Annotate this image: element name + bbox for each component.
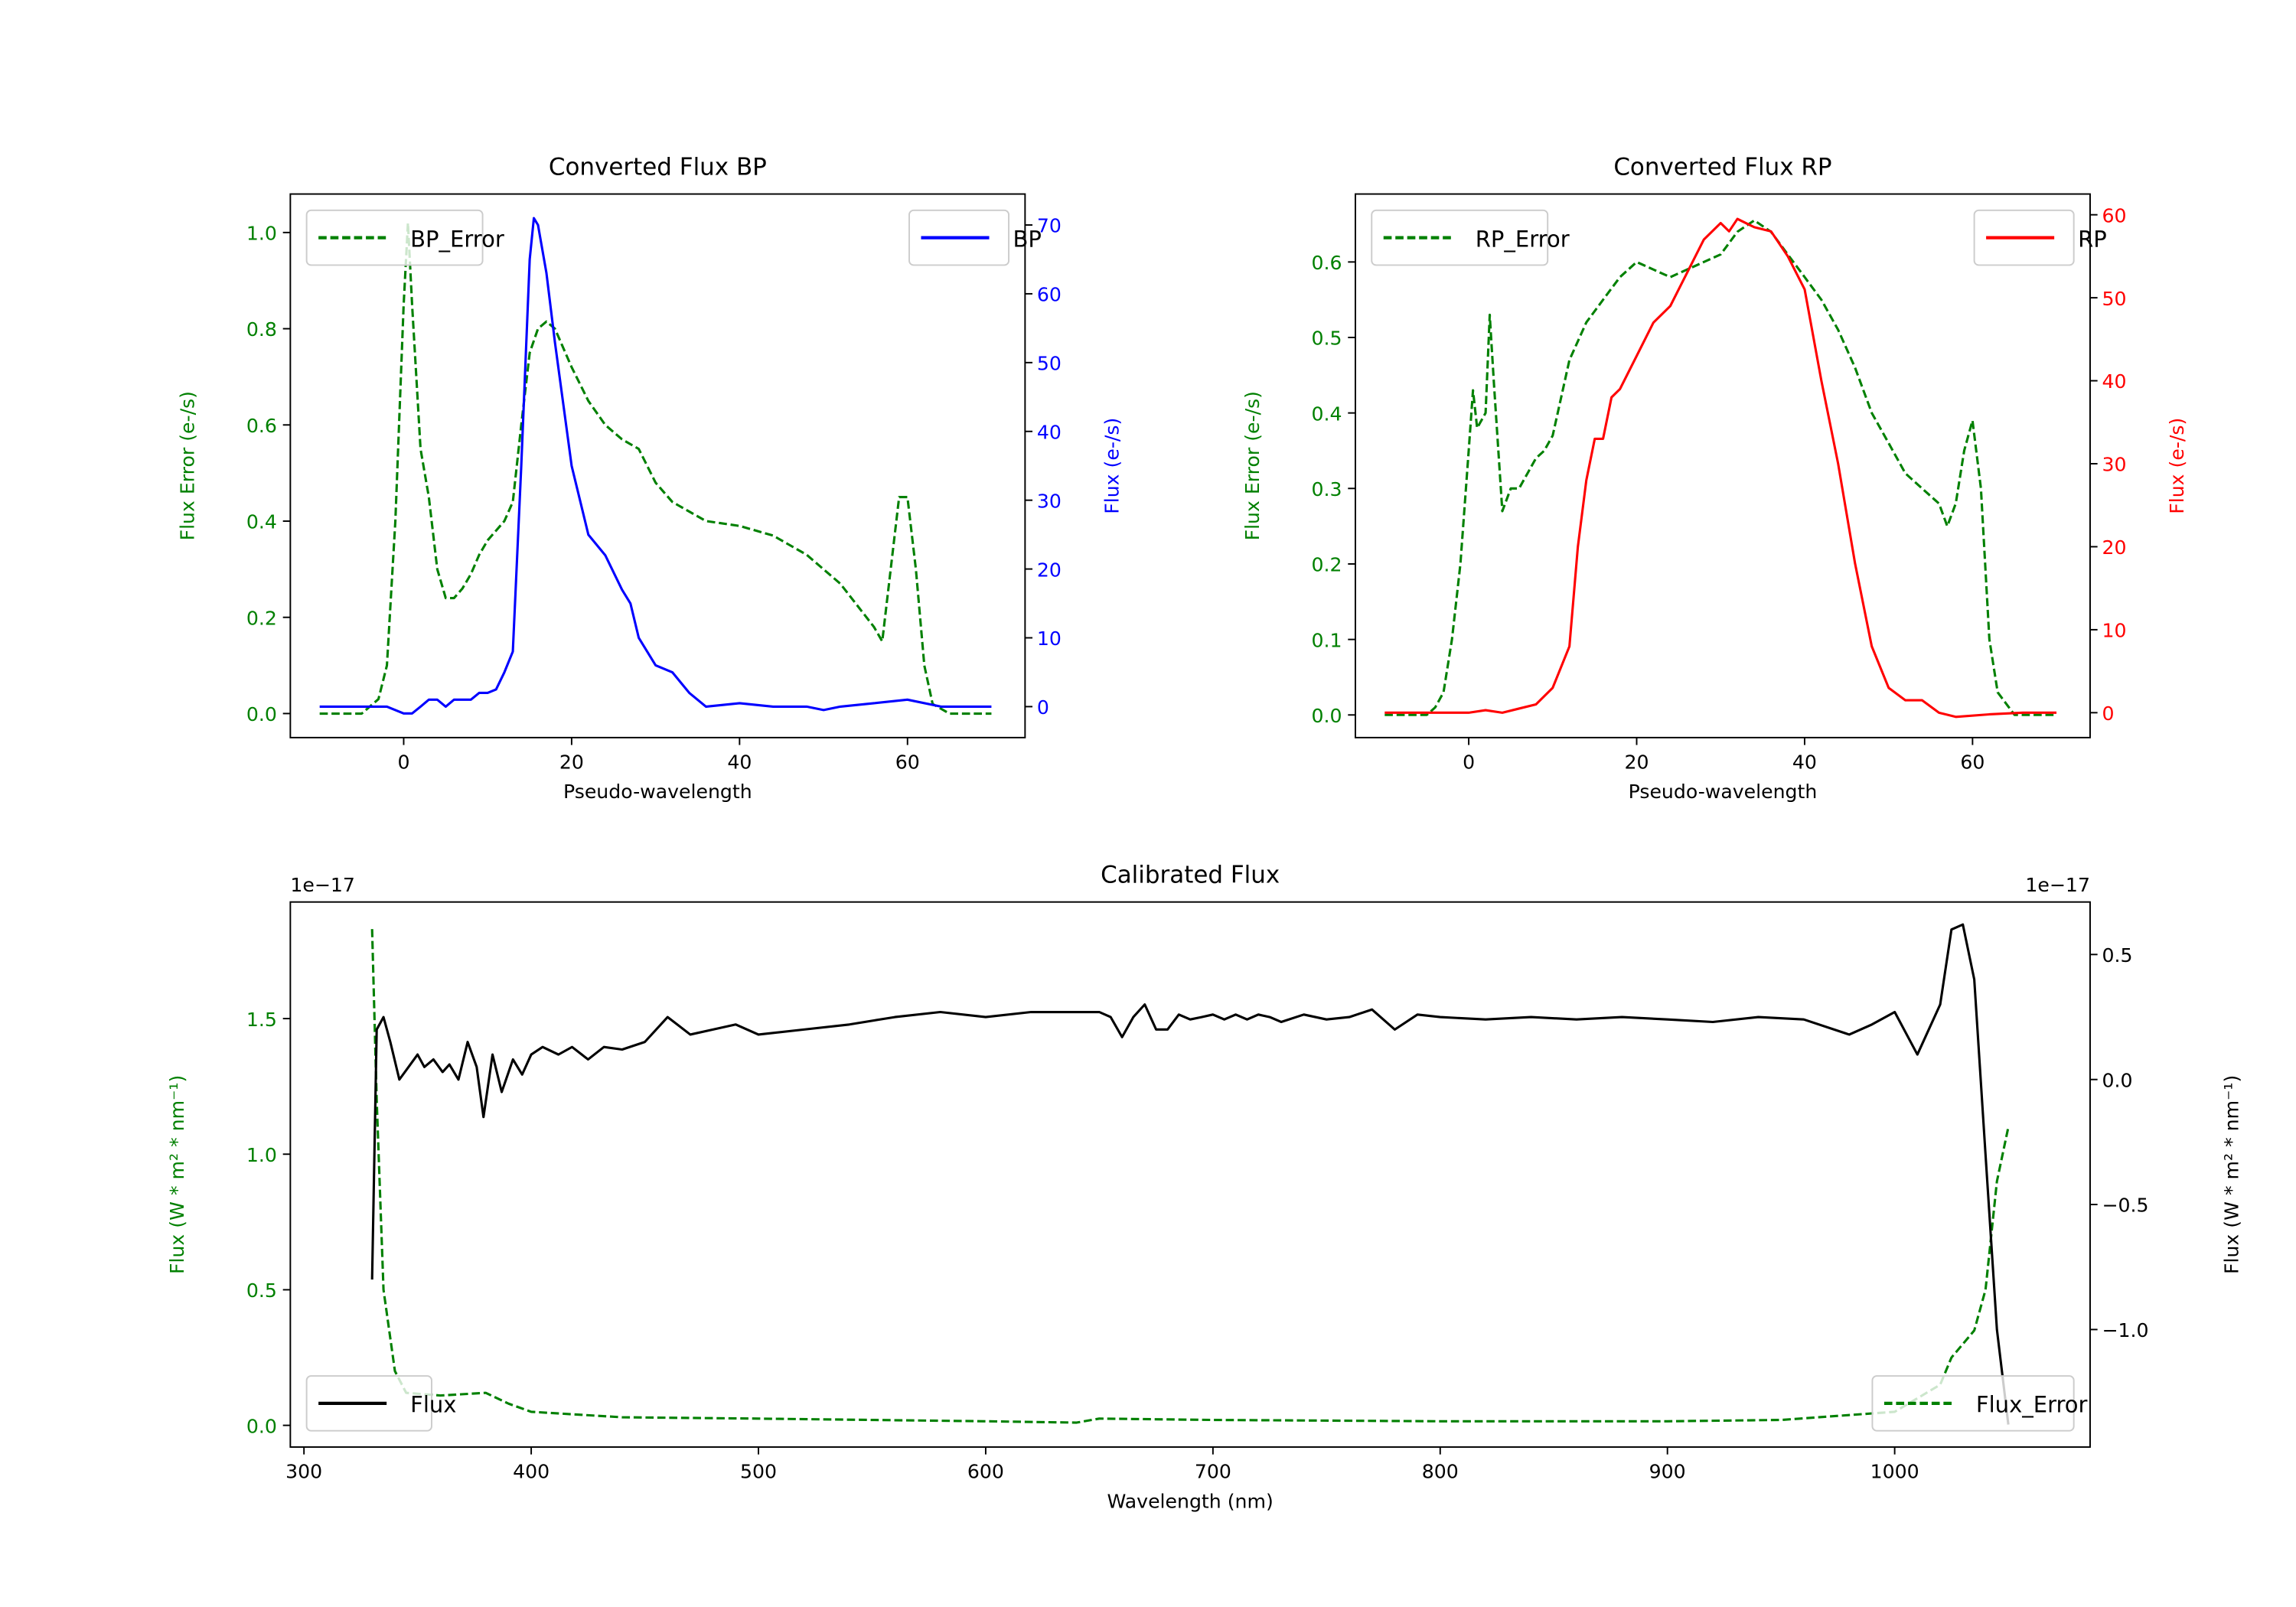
legend-rp-error: RP_Error <box>1371 209 1570 266</box>
legend-flux-error: Flux_Error <box>1871 1375 2088 1432</box>
y-tick-label-right: 40 <box>2102 370 2126 393</box>
x-tick-label: 600 <box>967 1461 1004 1483</box>
x-tick-label: 20 <box>559 751 584 774</box>
legend-bp: BP <box>908 209 1042 266</box>
x-axis-label: Pseudo-wavelength <box>1629 781 1818 803</box>
y-tick-label-left: 0.0 <box>246 703 277 725</box>
y-tick-label-left: 0.6 <box>1312 252 1342 274</box>
y-tick-label-left: 0.4 <box>246 511 277 533</box>
y-tick-label-left: 0.5 <box>1312 328 1342 350</box>
legend-box <box>1871 1375 2075 1432</box>
y-tick-label-left: 1.0 <box>246 1144 277 1166</box>
chart-title: Converted Flux RP <box>1613 153 1831 181</box>
x-tick-label: 40 <box>1792 751 1817 774</box>
y-tick-label-left: 0.0 <box>1312 705 1342 727</box>
series-line-flux-error <box>370 929 2010 1424</box>
x-axis-label: Pseudo-wavelength <box>563 781 752 803</box>
plot-frame <box>289 193 1026 738</box>
x-tick-label: 800 <box>1422 1461 1459 1483</box>
y-tick-label-right: 20 <box>1037 559 1062 581</box>
legend-box <box>1371 209 1549 266</box>
y-tick-label-right: 0.0 <box>2102 1069 2132 1091</box>
legend-label: RP <box>2078 226 2107 252</box>
chart-title: Calibrated Flux <box>1101 862 1280 889</box>
series-line-bp <box>319 217 992 715</box>
x-tick-label: 1000 <box>1870 1461 1919 1483</box>
offset-label-left: 1e−17 <box>290 874 355 896</box>
x-tick-label: 700 <box>1195 1461 1231 1483</box>
y-tick-label-left: 0.6 <box>246 415 277 437</box>
x-tick-label: 20 <box>1625 751 1649 774</box>
x-tick-label: 900 <box>1649 1461 1686 1483</box>
y-tick-label-right: 20 <box>2102 536 2126 559</box>
x-tick-label: 400 <box>513 1461 550 1483</box>
y-tick-label-right: 60 <box>1037 284 1062 306</box>
legend-box <box>305 209 484 266</box>
x-tick-label: 60 <box>895 751 920 774</box>
x-tick-label: 40 <box>727 751 752 774</box>
series-line-flux <box>370 923 2010 1425</box>
series-line-rp <box>1384 217 2057 719</box>
offset-label-right: 1e−17 <box>2025 874 2090 896</box>
y-tick-label-left: 0.8 <box>246 318 277 341</box>
y-tick-label-right: 0.5 <box>2102 944 2132 966</box>
legend-bp-error: BP_Error <box>305 209 504 266</box>
y-axis-label-right: Flux (e-/s) <box>1101 418 1123 514</box>
x-axis-label: Wavelength (nm) <box>1107 1490 1274 1512</box>
y-axis-label-left: Flux Error (e-/s) <box>177 391 199 540</box>
legend-flux: Flux <box>305 1375 456 1432</box>
x-tick-label: 0 <box>1463 751 1475 774</box>
y-tick-label-left: 1.0 <box>246 223 277 245</box>
chart-1: Converted Flux RP 0 20 40 60 Pseudo-wavelengt… <box>1241 153 2188 803</box>
chart-2: Calibrated Flux 300 400 500 600 700 800 900 1000… <box>166 862 2243 1513</box>
y-tick-label-right: −0.5 <box>2102 1195 2148 1217</box>
y-axis-label-right: Flux (e-/s) <box>2166 418 2188 514</box>
x-tick-label: 300 <box>285 1461 322 1483</box>
y-tick-label-right: 50 <box>2102 288 2126 310</box>
plot-frame <box>1355 193 2091 738</box>
legend-label: BP <box>1013 226 1041 252</box>
y-tick-label-right: 0 <box>1037 696 1049 719</box>
y-axis-label-left: Flux (W * m² * nm⁻¹) <box>166 1075 188 1274</box>
y-tick-label-right: −1.0 <box>2102 1319 2148 1341</box>
y-axis-label-left: Flux Error (e-/s) <box>1241 391 1264 540</box>
y-tick-label-left: 0.2 <box>1312 554 1342 576</box>
legend-label: RP_Error <box>1476 226 1570 252</box>
chart-title: Converted Flux BP <box>549 153 767 181</box>
y-tick-label-left: 0.2 <box>246 607 277 629</box>
x-tick-label: 0 <box>397 751 409 774</box>
y-tick-label-right: 40 <box>1037 421 1062 443</box>
series-line-bp-error <box>319 221 992 715</box>
y-tick-label-right: 10 <box>1037 627 1062 650</box>
y-tick-label-left: 0.0 <box>246 1415 277 1437</box>
y-tick-label-left: 0.4 <box>1312 403 1342 425</box>
x-tick-label: 500 <box>740 1461 777 1483</box>
legend-rp: RP <box>1973 209 2107 266</box>
y-axis-label-right: Flux (W * m² * nm⁻¹) <box>2221 1075 2243 1274</box>
legend-label: Flux <box>410 1391 456 1417</box>
y-tick-label-right: 0 <box>2102 702 2114 725</box>
chart-0: Converted Flux BP 0 20 40 60 Pseudo-wavelengt… <box>177 153 1124 803</box>
legend-label: BP_Error <box>410 226 504 252</box>
series-line-rp-error <box>1384 219 2057 716</box>
y-tick-label-left: 1.5 <box>246 1009 277 1031</box>
legend-label: Flux_Error <box>1976 1391 2088 1417</box>
y-tick-label-left: 0.1 <box>1312 629 1342 651</box>
y-tick-label-left: 0.3 <box>1312 478 1342 500</box>
y-tick-label-right: 50 <box>1037 353 1062 375</box>
y-tick-label-right: 60 <box>2102 204 2126 227</box>
y-tick-label-right: 70 <box>1037 215 1062 237</box>
y-tick-label-left: 0.5 <box>246 1279 277 1302</box>
x-tick-label: 60 <box>1960 751 1985 774</box>
y-tick-label-right: 30 <box>2102 454 2126 476</box>
y-tick-label-right: 30 <box>1037 490 1062 512</box>
plot-frame <box>289 901 2091 1448</box>
y-tick-label-right: 10 <box>2102 620 2126 642</box>
